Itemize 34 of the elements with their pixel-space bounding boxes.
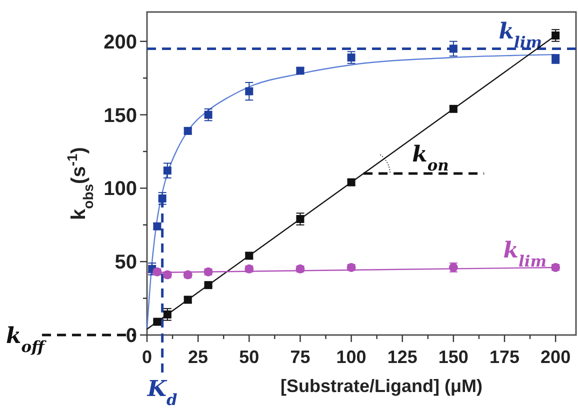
x-tick-label: 175: [489, 347, 520, 367]
point: [158, 194, 166, 202]
x-tick-label: 100: [336, 347, 366, 367]
point: [296, 215, 304, 224]
x-tick-label: 50: [239, 347, 260, 367]
point: [204, 110, 212, 119]
ref-line-label: k$_{off}$: [6, 323, 47, 356]
point: [347, 178, 356, 186]
point: [184, 296, 192, 304]
x-tick-label: 200: [540, 347, 571, 367]
point: [204, 281, 212, 290]
point: [449, 104, 458, 113]
y-tick-label: 150: [104, 104, 137, 127]
point: [245, 87, 254, 96]
x-tick-label: 75: [290, 347, 310, 367]
point: [347, 54, 356, 62]
ref-line-label: k$_{lim}$: [498, 18, 542, 52]
annotation: k$_{lim}$: [503, 237, 547, 270]
y-tick-label: 100: [104, 178, 137, 200]
x-axis-title: [Substrate/Ligand] (μM): [280, 376, 483, 396]
x-tick-label: 150: [438, 347, 468, 367]
annotation: k$_{on}$: [412, 142, 449, 174]
point: [163, 310, 172, 318]
point: [449, 44, 458, 53]
x-tick-label: 125: [387, 347, 418, 367]
y-tick-label: 0: [126, 325, 137, 347]
ref-line-label: K$_{d}$: [146, 376, 178, 409]
y-tick-label: 50: [114, 252, 137, 274]
point: [245, 252, 254, 260]
point: [552, 31, 560, 40]
x-tick-label: 0: [142, 347, 152, 367]
y-tick-label: 200: [104, 31, 137, 54]
x-tick-label: 25: [188, 347, 208, 367]
point: [163, 166, 172, 175]
